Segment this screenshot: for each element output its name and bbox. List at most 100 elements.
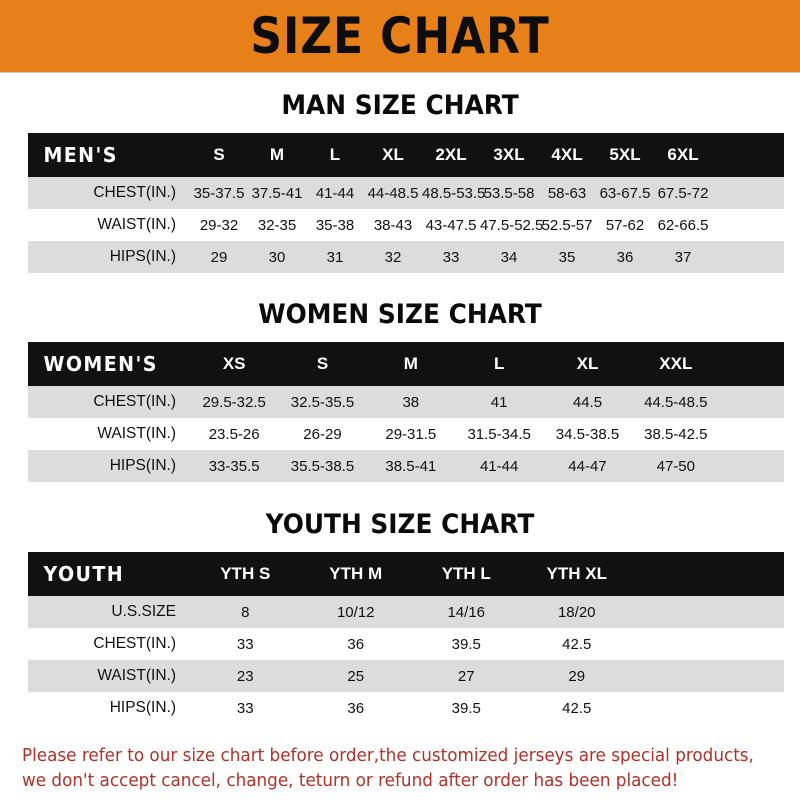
- youth-measurement-cell: 25: [300, 660, 411, 692]
- women-measurement-cell: 38.5-41: [366, 450, 455, 482]
- man-measurement-cell: 36: [596, 241, 654, 273]
- women-measurement-cell: 34.5-38.5: [543, 418, 632, 450]
- youth-measurement-cell: 33: [190, 628, 301, 660]
- man-measurement-cell: 41-44: [306, 177, 364, 209]
- youth-measurement-cell: 39.5: [411, 628, 522, 660]
- man-section-title: MAN SIZE CHART: [281, 90, 519, 121]
- women-table-body: CHEST(IN.) 29.5-32.5 32.5-35.5 38 41 44.5 44.5…: [28, 386, 784, 482]
- women-corner-label: WOMEN'S: [43, 352, 158, 376]
- man-measurement-cell: 32-35: [248, 209, 306, 241]
- man-measurement-cell: 35-38: [306, 209, 364, 241]
- man-column-header: 6XL: [667, 145, 699, 164]
- man-size-table: MEN'S S M L XL 2XL 3XL 4XL 5XL 6XL CHEST(IN.) 35-3…: [28, 133, 784, 273]
- man-measurement-cell: 38-43: [364, 209, 422, 241]
- women-measurement-cell: 44.5: [543, 386, 632, 418]
- man-measurement-cell: 53.5-58: [480, 177, 538, 209]
- youth-row-label: WAIST(IN.): [28, 660, 190, 692]
- women-measurement-cell: 32.5-35.5: [278, 386, 367, 418]
- order-policy-note: Please refer to our size chart before or…: [22, 744, 754, 795]
- women-measurement-cell: 29.5-32.5: [190, 386, 279, 418]
- youth-measurement-cell: 36: [300, 628, 411, 660]
- women-header-filler: [720, 342, 784, 386]
- youth-column-header: YTH M: [329, 564, 383, 583]
- youth-measurement-cell: 10/12: [300, 596, 411, 628]
- women-measurement-cell: 38.5-42.5: [631, 418, 720, 450]
- youth-measurement-cell: 42.5: [521, 692, 632, 724]
- women-size-table: WOMEN'S XS S M L XL XXL CHEST(IN.) 29.5-32.5 32.…: [28, 342, 784, 482]
- man-corner-label: MEN'S: [43, 143, 118, 167]
- man-measurement-cell: 37: [654, 241, 712, 273]
- table-row: HIPS(IN.) 29 30 31 32 33 34 35 36 37: [28, 241, 784, 273]
- page-title: SIZE CHART: [250, 7, 550, 65]
- order-policy-note-line-1: Please refer to our size chart before or…: [22, 746, 754, 766]
- man-measurement-cell: 35: [538, 241, 596, 273]
- women-section-title: WOMEN SIZE CHART: [258, 299, 542, 330]
- table-row: WAIST(IN.) 23 25 27 29: [28, 660, 784, 692]
- man-row-label: WAIST(IN.): [28, 209, 190, 241]
- man-measurement-cell: 52.5-57: [538, 209, 596, 241]
- table-row: CHEST(IN.) 33 36 39.5 42.5: [28, 628, 784, 660]
- youth-header-filler: [632, 552, 784, 596]
- man-measurement-cell: 57-62: [596, 209, 654, 241]
- man-table-head: MEN'S S M L XL 2XL 3XL 4XL 5XL 6XL: [28, 133, 784, 177]
- youth-measurement-cell: 39.5: [411, 692, 522, 724]
- man-measurement-cell: 67.5-72: [654, 177, 712, 209]
- youth-row-label: U.S.SIZE: [28, 596, 190, 628]
- youth-table-body: U.S.SIZE 8 10/12 14/16 18/20 CHEST(IN.) 33 36 39…: [28, 596, 784, 724]
- man-column-header: 4XL: [551, 145, 583, 164]
- youth-measurement-cell: 29: [521, 660, 632, 692]
- youth-row-filler: [632, 660, 784, 692]
- man-column-header: M: [269, 145, 285, 164]
- man-header-row: MEN'S S M L XL 2XL 3XL 4XL 5XL 6XL: [28, 133, 784, 177]
- youth-row-label: HIPS(IN.): [28, 692, 190, 724]
- man-column-header: 3XL: [493, 145, 525, 164]
- youth-table-head: YOUTH YTH S YTH M YTH L YTH XL: [28, 552, 784, 596]
- man-measurement-cell: 62-66.5: [654, 209, 712, 241]
- women-column-header: XXL: [659, 354, 693, 373]
- man-measurement-cell: 35-37.5: [190, 177, 248, 209]
- youth-measurement-cell: 23: [190, 660, 301, 692]
- women-row-label: HIPS(IN.): [28, 450, 190, 482]
- man-column-header: 2XL: [435, 145, 467, 164]
- women-measurement-cell: 44.5-48.5: [631, 386, 720, 418]
- women-row-label: CHEST(IN.): [28, 386, 190, 418]
- youth-row-filler: [632, 692, 784, 724]
- youth-corner-label: YOUTH: [43, 562, 125, 586]
- youth-column-header: YTH S: [220, 564, 271, 583]
- table-row: WAIST(IN.) 29-32 32-35 35-38 38-43 43-47.5 47.…: [28, 209, 784, 241]
- youth-measurement-cell: 36: [300, 692, 411, 724]
- man-measurement-cell: 33: [422, 241, 480, 273]
- man-measurement-cell: 58-63: [538, 177, 596, 209]
- women-row-filler: [719, 386, 784, 418]
- youth-row-filler: [632, 596, 784, 628]
- women-measurement-cell: 41: [454, 386, 544, 418]
- youth-header-row: YOUTH YTH S YTH M YTH L YTH XL: [28, 552, 784, 596]
- women-row-filler: [719, 450, 784, 482]
- table-row: HIPS(IN.) 33 36 39.5 42.5: [28, 692, 784, 724]
- table-row: CHEST(IN.) 29.5-32.5 32.5-35.5 38 41 44.5 44.5…: [28, 386, 784, 418]
- women-column-header: S: [316, 354, 329, 373]
- women-measurement-cell: 38: [366, 386, 455, 418]
- women-measurement-cell: 26-29: [278, 418, 367, 450]
- women-column-header: M: [403, 354, 418, 373]
- youth-row-label: CHEST(IN.): [28, 628, 190, 660]
- youth-measurement-cell: 14/16: [411, 596, 522, 628]
- women-measurement-cell: 29-31.5: [366, 418, 455, 450]
- man-row-filler: [712, 209, 784, 241]
- women-header-row: WOMEN'S XS S M L XL XXL: [28, 342, 784, 386]
- youth-row-filler: [632, 628, 784, 660]
- size-chart-banner: SIZE CHART: [0, 0, 800, 73]
- women-measurement-cell: 23.5-26: [190, 418, 279, 450]
- man-measurement-cell: 34: [480, 241, 538, 273]
- youth-section-title: YOUTH SIZE CHART: [265, 509, 535, 540]
- man-measurement-cell: 31: [306, 241, 364, 273]
- women-measurement-cell: 33-35.5: [190, 450, 279, 482]
- table-row: WAIST(IN.) 23.5-26 26-29 29-31.5 31.5-34.5 34…: [28, 418, 784, 450]
- man-measurement-cell: 29-32: [190, 209, 248, 241]
- women-column-header: XS: [222, 354, 246, 373]
- youth-measurement-cell: 8: [190, 596, 301, 628]
- man-measurement-cell: 63-67.5: [596, 177, 654, 209]
- man-measurement-cell: 48.5-53.5: [422, 177, 485, 209]
- man-row-label: CHEST(IN.): [28, 177, 190, 209]
- youth-measurement-cell: 33: [190, 692, 301, 724]
